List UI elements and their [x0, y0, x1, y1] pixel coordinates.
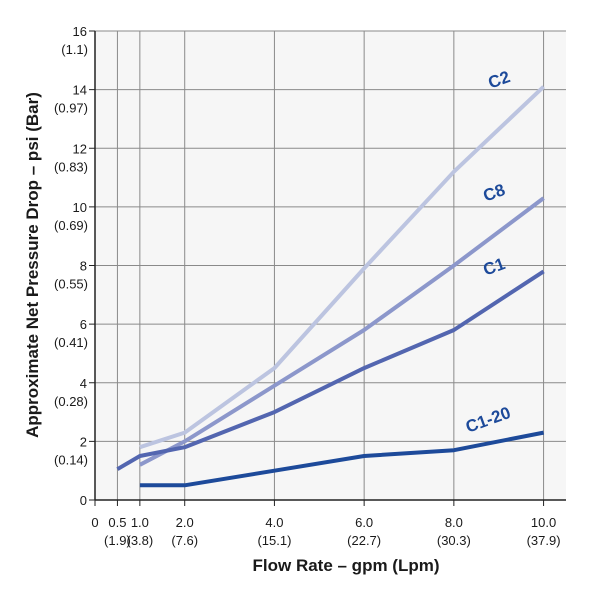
y-tick-sublabel: (0.69)	[54, 218, 88, 233]
x-tick-label: 4.0	[265, 515, 283, 530]
y-tick-sublabel: (0.83)	[54, 159, 88, 174]
x-tick-sublabel: (22.7)	[347, 533, 381, 548]
y-tick-label: 14	[73, 83, 87, 98]
y-tick-sublabel: (0.55)	[54, 277, 88, 292]
x-tick-sublabel: (30.3)	[437, 533, 471, 548]
x-tick-sublabel: (15.1)	[257, 533, 291, 548]
x-tick-label: 1.0	[131, 515, 149, 530]
grid	[94, 30, 566, 501]
y-tick-label: 8	[80, 259, 87, 274]
y-tick-label: 4	[80, 376, 87, 391]
y-tick-sublabel: (0.28)	[54, 394, 88, 409]
y-tick-sublabel: (0.41)	[54, 335, 88, 350]
series-line-c1	[116, 269, 545, 471]
y-tick-sublabel: (0.97)	[54, 101, 88, 116]
series-line-c1-20	[139, 430, 544, 488]
x-axis-title: Flow Rate – gpm (Lpm)	[253, 556, 440, 575]
x-tick-sublabel: (37.9)	[527, 533, 561, 548]
x-tick-label: 0.5	[108, 515, 126, 530]
y-tick-label: 12	[73, 141, 87, 156]
x-tick-label: 10.0	[531, 515, 556, 530]
x-tick-label: 8.0	[445, 515, 463, 530]
series-line-c8	[138, 196, 545, 467]
x-tick-sublabel: (1.9)	[104, 533, 131, 548]
y-tick-label: 16	[73, 24, 87, 39]
y-tick-label: 6	[80, 317, 87, 332]
series-lines	[116, 85, 545, 488]
y-axis-title: Approximate Net Pressure Drop – psi (Bar…	[23, 92, 42, 438]
y-axis-ticks: 0 2 (0.14) 4 (0.28) 6 (0.41) 8 (0.55) 10 (0.69) 12 (…	[54, 24, 95, 508]
y-tick-label: 0	[80, 493, 87, 508]
x-tick-sublabel: (3.8)	[126, 533, 153, 548]
x-tick-label: 6.0	[355, 515, 373, 530]
x-tick-sublabel: (7.6)	[171, 533, 198, 548]
series-line-c2	[139, 85, 545, 450]
x-axis-ticks: 0 0.5 (1.9)1.0 (3.8) 2.0 (7.6) 4.0 (15.1) 6.0 (22…	[91, 500, 561, 548]
x-tick-label: 0	[91, 515, 98, 530]
x-tick-label: 2.0	[176, 515, 194, 530]
y-tick-label: 2	[80, 434, 87, 449]
y-tick-label: 10	[73, 200, 87, 215]
y-tick-sublabel: (0.14)	[54, 452, 88, 467]
y-tick-sublabel: (1.1)	[61, 42, 88, 57]
